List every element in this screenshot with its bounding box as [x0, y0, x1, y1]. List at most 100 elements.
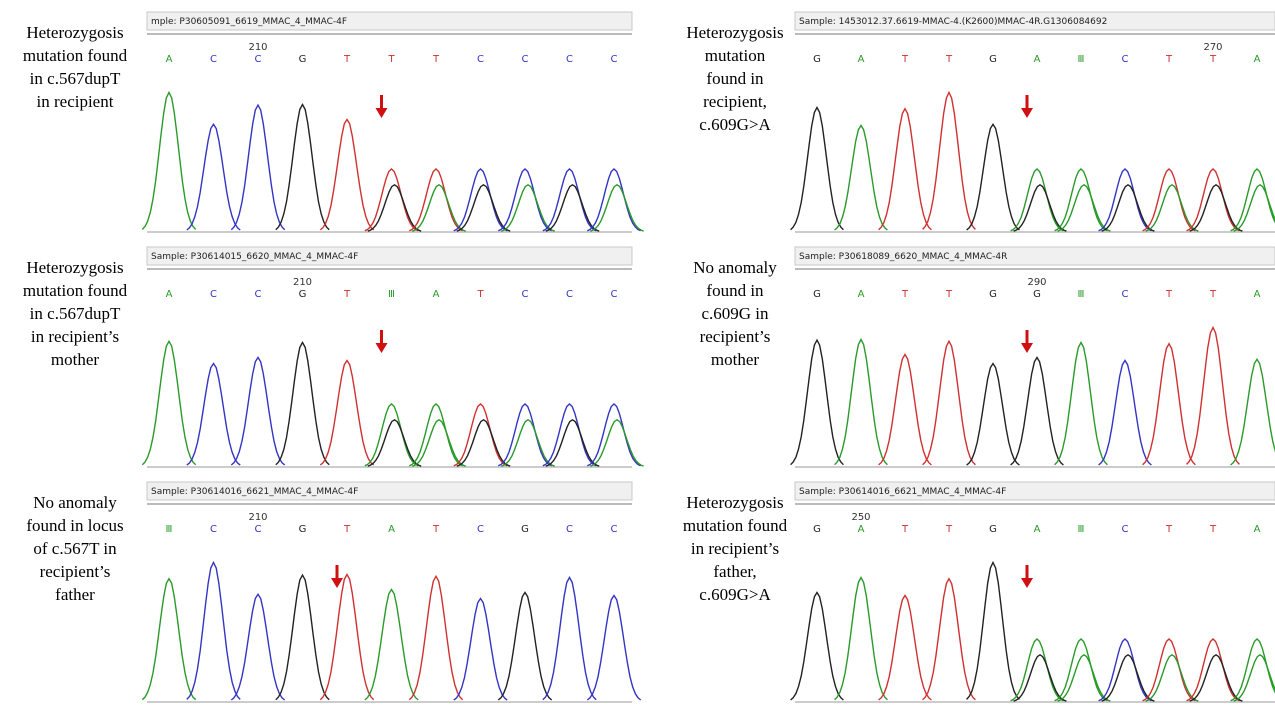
trace-peak: [230, 356, 286, 466]
base-call: A: [858, 524, 865, 535]
trace-peak: [1057, 183, 1111, 232]
base-call: A: [858, 54, 865, 65]
base-call: Ⅲ: [1078, 289, 1085, 300]
caption-line: father: [55, 585, 95, 604]
trace-peak: [1101, 653, 1155, 702]
sample-label: Sample: P30618089_6620_MMAC_4_MMAC-4R: [799, 252, 1007, 262]
caption-line: mutation found: [23, 281, 128, 300]
mutation-arrowhead: [1021, 343, 1033, 353]
trace-peak: [1054, 341, 1108, 466]
caption-line: mother: [51, 350, 99, 369]
base-call: A: [166, 54, 173, 65]
trace-peak: [408, 168, 464, 232]
trace-peak: [275, 341, 330, 466]
caption-line: recipient’s: [700, 327, 771, 346]
caption-line: c.609G>A: [699, 585, 771, 604]
caption-line: Heterozygosis: [686, 23, 783, 42]
caption-line: recipient’s: [40, 562, 111, 581]
base-call: C: [611, 54, 618, 65]
base-call: Ⅲ: [166, 524, 173, 535]
base-call: C: [477, 524, 484, 535]
sample-header: [146, 246, 633, 266]
sample-label: mple: P30605091_6619_MMAC_4_MMAC-4F: [151, 17, 347, 27]
base-call: C: [210, 524, 217, 535]
trace-peak: [1145, 183, 1199, 232]
trace-peak: [412, 418, 466, 467]
trace-peak: [834, 124, 888, 231]
base-call: T: [432, 54, 440, 65]
base-call: C: [566, 289, 573, 300]
base-call: T: [1209, 524, 1217, 535]
base-call: C: [1122, 54, 1129, 65]
base-call: Ⅲ: [1078, 54, 1085, 65]
trace-peak: [542, 576, 597, 701]
trace-peak: [1186, 325, 1240, 465]
base-call: T: [901, 54, 909, 65]
base-call: C: [255, 289, 262, 300]
sample-label: Sample: P30614016_6621_MMAC_4_MMAC-4F: [151, 487, 358, 497]
trace-peak: [501, 418, 555, 467]
base-call: G: [299, 524, 307, 535]
trace-peak: [453, 597, 508, 701]
trace-peak: [367, 418, 422, 467]
base-call: G: [521, 524, 529, 535]
trace-peak: [1189, 653, 1243, 702]
trace-peak: [590, 183, 644, 232]
base-call: T: [945, 289, 953, 300]
base-call: A: [166, 289, 173, 300]
base-call: T: [945, 524, 953, 535]
caption-line: found in locus: [26, 516, 123, 535]
base-call: C: [210, 54, 217, 65]
trace-peak: [966, 362, 1020, 466]
caption-line: Heterozygosis: [686, 493, 783, 512]
base-call: T: [1165, 524, 1173, 535]
position-number: 250: [851, 512, 870, 523]
sample-header: [794, 246, 1275, 266]
trace-peak: [319, 118, 375, 231]
trace-peak: [878, 107, 932, 231]
mutation-arrowhead: [331, 578, 343, 588]
trace-peak: [319, 359, 375, 466]
trace-peak: [1189, 183, 1243, 232]
base-call: T: [901, 289, 909, 300]
base-call: T: [476, 289, 484, 300]
caption-line: found in: [706, 69, 764, 88]
trace-peak: [1098, 638, 1152, 702]
base-call: C: [566, 54, 573, 65]
position-number: 210: [248, 512, 267, 523]
sample-header: [794, 11, 1275, 31]
trace-peak: [1013, 183, 1067, 232]
trace-peak: [456, 183, 511, 232]
trace-peak: [834, 576, 888, 701]
trace-peak: [186, 560, 241, 700]
base-call: T: [1209, 289, 1217, 300]
trace-peak: [790, 591, 844, 701]
caption-line: found in: [706, 281, 764, 300]
base-call: C: [477, 54, 484, 65]
caption-line: Heterozygosis: [26, 23, 123, 42]
trace-peak: [186, 123, 241, 231]
base-call: G: [989, 54, 997, 65]
base-call: T: [901, 524, 909, 535]
trace-peak: [1142, 342, 1196, 466]
trace-peak: [545, 183, 600, 232]
base-call: Ⅲ: [1078, 524, 1085, 535]
trace-peak: [1142, 168, 1196, 232]
caption-line: Heterozygosis: [26, 258, 123, 277]
base-call: G: [813, 524, 821, 535]
trace-peak: [1233, 653, 1275, 702]
trace-peak: [408, 403, 464, 467]
trace-peak: [922, 577, 976, 701]
trace-peak: [275, 103, 330, 231]
sample-header: [146, 481, 633, 501]
trace-peak: [834, 337, 888, 466]
base-call: C: [611, 524, 618, 535]
trace-peak: [1186, 168, 1240, 232]
sample-label: Sample: 1453012.37.6619-MMAC-4.(K2600)MM…: [799, 17, 1107, 27]
trace-peak: [497, 591, 553, 701]
mutation-arrowhead: [375, 343, 388, 353]
trace-peak: [790, 106, 844, 231]
trace-peak: [230, 103, 286, 231]
trace-peak: [275, 573, 330, 701]
trace-peak: [141, 90, 197, 230]
